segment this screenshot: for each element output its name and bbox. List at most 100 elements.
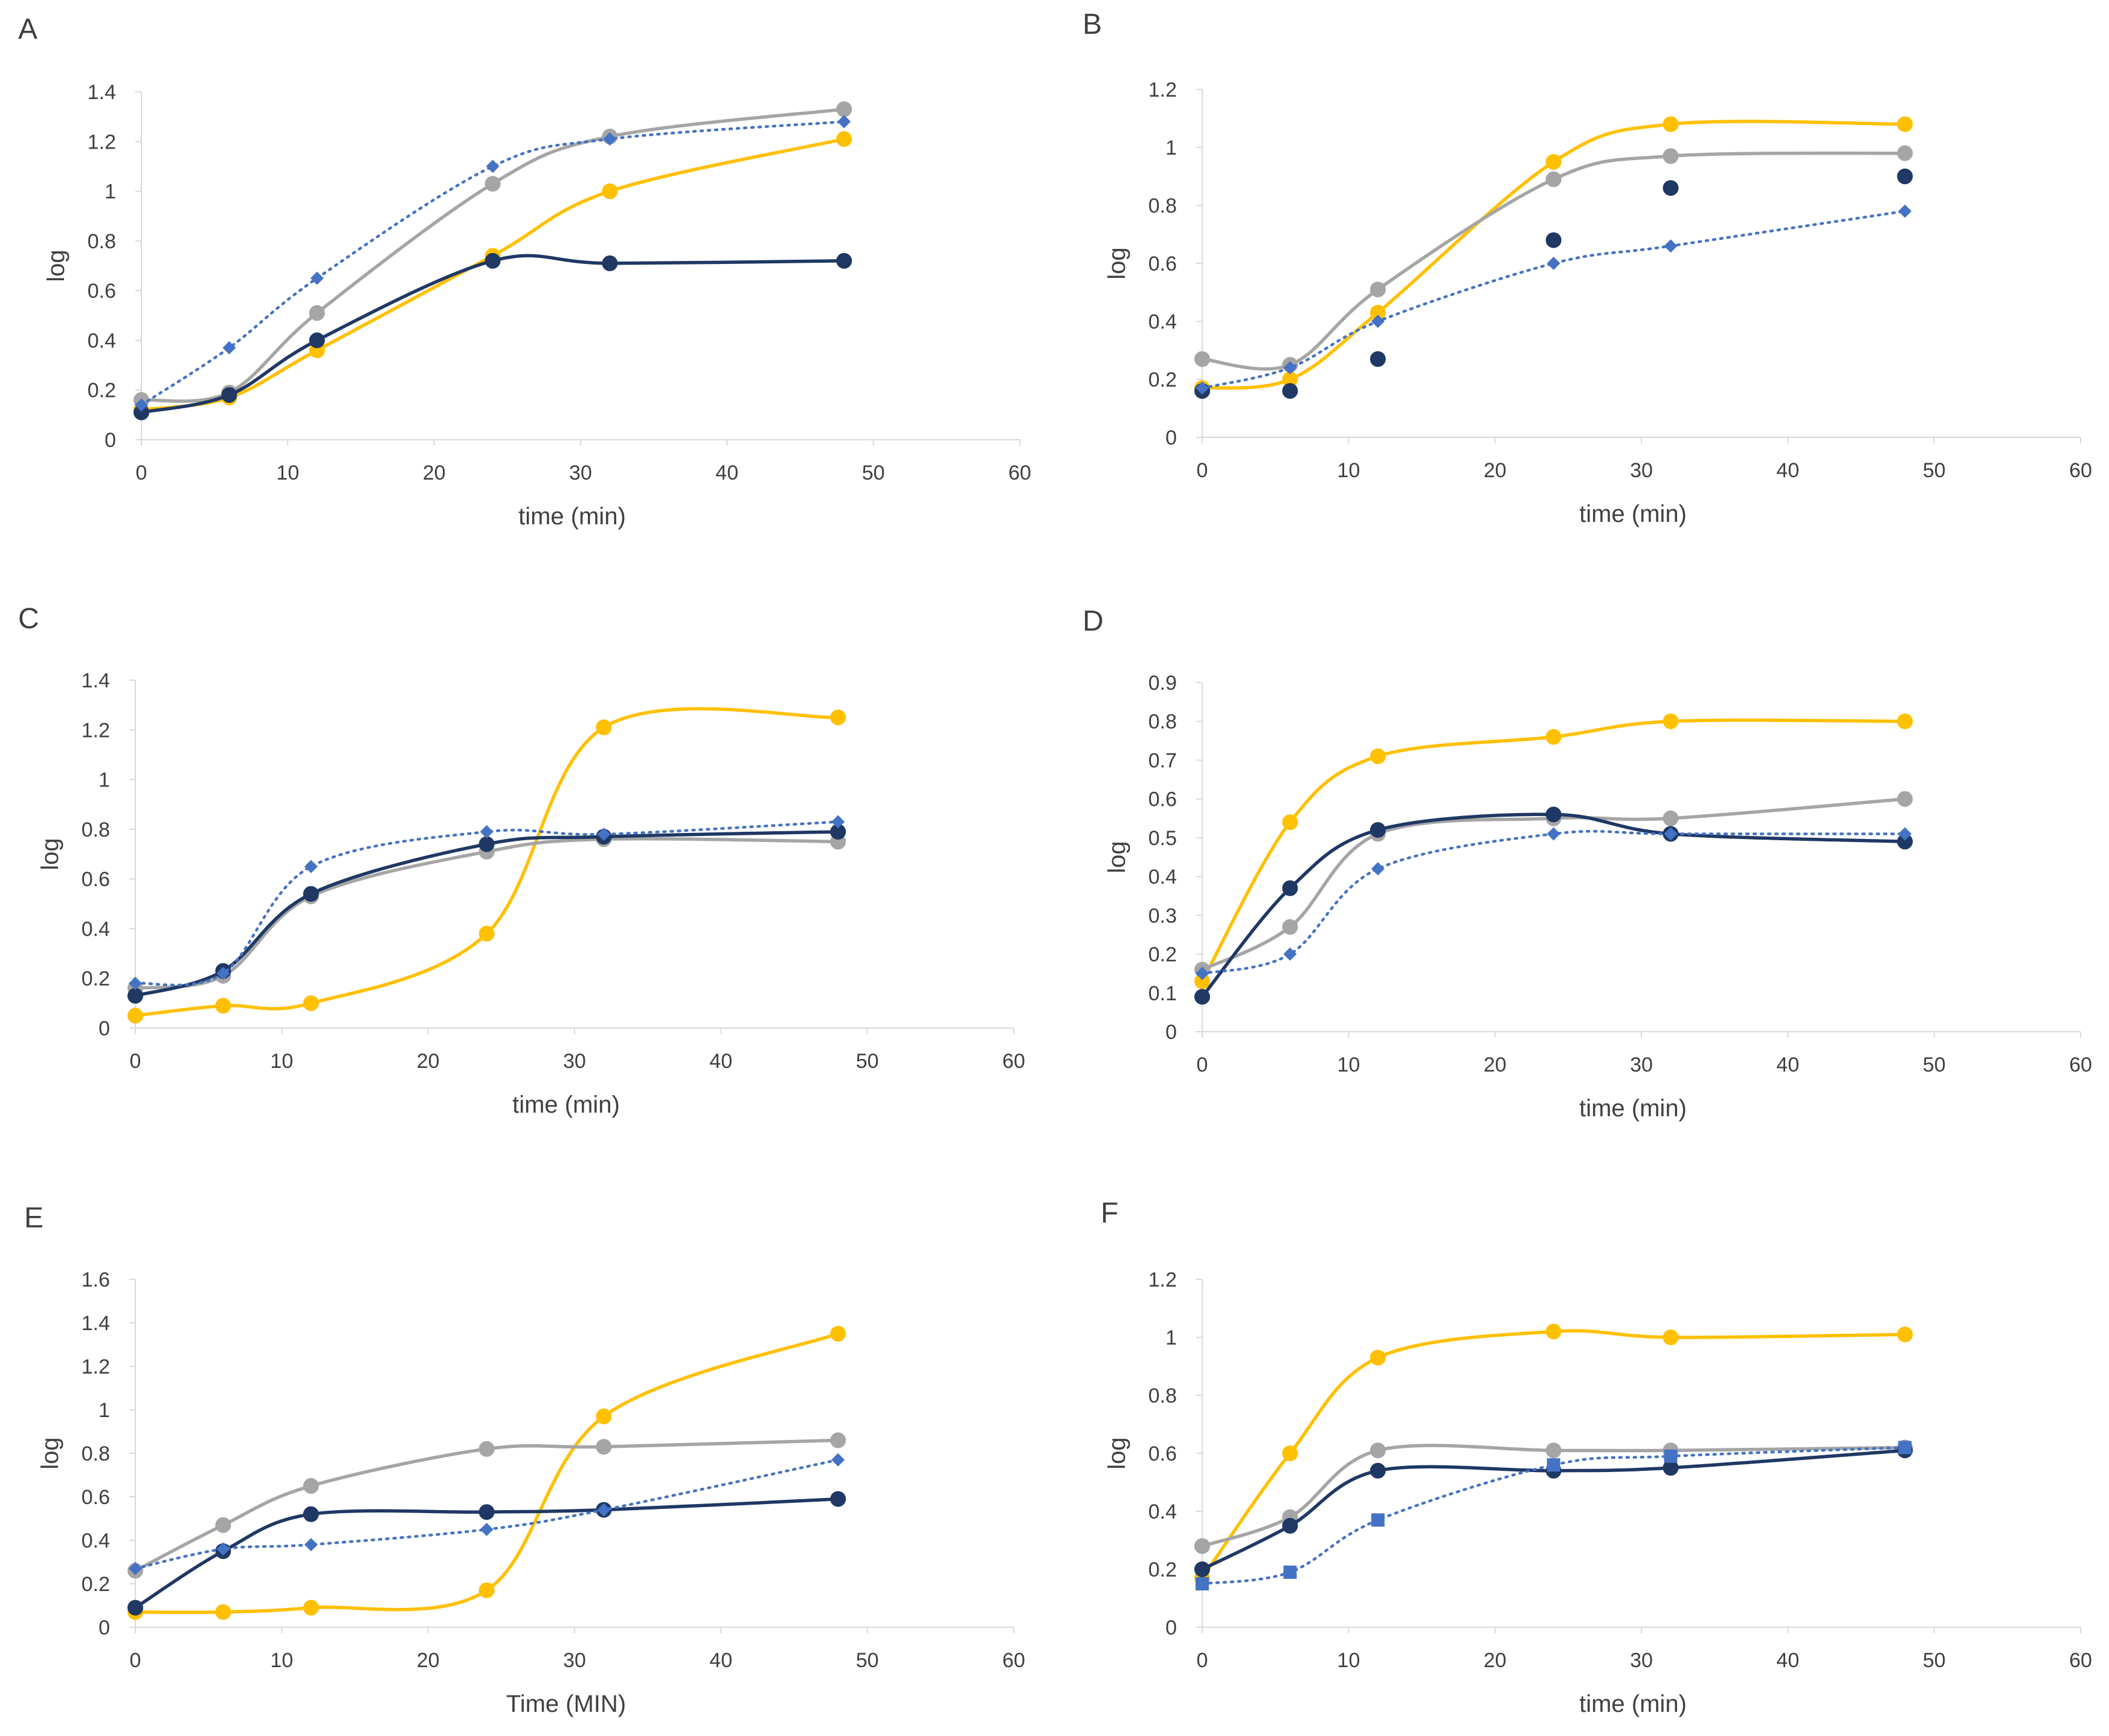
chart-panel-a: A 0 0.2 0.4 0.6 0.8 1 1.2 1.4 0 10 20 30 40 50 60 time (…: [18, 13, 1031, 530]
series-yellow: [1194, 116, 1913, 396]
x-tick-label: 20: [1484, 1649, 1507, 1672]
data-point: [1371, 1513, 1385, 1527]
data-point: [1194, 351, 1210, 367]
data-point: [602, 255, 618, 271]
data-point: [1897, 713, 1913, 730]
x-tick-label: 20: [1484, 459, 1507, 482]
data-point: [1370, 1462, 1386, 1479]
y-tick-label: 0.6: [82, 1486, 110, 1509]
data-point: [478, 1441, 495, 1457]
series-line: [1200, 210, 1907, 390]
x-tick-label: 60: [1008, 461, 1031, 484]
data-point: [1545, 171, 1562, 187]
x-tick-label: 0: [1197, 1053, 1208, 1076]
data-point: [127, 1599, 143, 1616]
y-tick-label: 0.8: [1148, 194, 1177, 217]
y-tick-label: 1.2: [82, 1355, 110, 1378]
y-tick-label: 0: [1165, 426, 1177, 449]
y-tick-label: 1.2: [88, 130, 116, 153]
y-tick-label: 0.8: [1148, 1384, 1177, 1407]
data-point: [303, 995, 319, 1011]
data-point: [830, 1326, 846, 1342]
y-tick-label: 0.4: [82, 918, 110, 940]
y-tick-label: 0.8: [88, 230, 116, 253]
data-point: [1282, 1518, 1298, 1534]
data-point: [129, 976, 142, 990]
y-tick-label: 0.4: [82, 1529, 110, 1552]
chart-panel-f: F 0 0.2 0.4 0.6 0.8 1 1.2 0 10 20 30 40 50 60 time (min…: [1101, 1197, 2092, 1717]
data-point: [1283, 361, 1297, 375]
panel-label: C: [18, 603, 39, 635]
y-tick-label: 1: [1165, 137, 1177, 159]
x-tick-label: 40: [715, 461, 738, 484]
panel-label: E: [24, 1202, 43, 1234]
x-tick-label: 50: [856, 1050, 879, 1073]
x-tick-label: 0: [130, 1649, 141, 1672]
data-point: [486, 159, 500, 173]
data-point: [480, 825, 494, 838]
x-tick-label: 30: [1630, 1053, 1653, 1076]
series-line: [1200, 1329, 1907, 1580]
series-blue-dotted: [1196, 204, 1912, 395]
y-tick-label: 0: [98, 1616, 110, 1639]
x-tick-label: 30: [569, 461, 592, 484]
y-tick-label: 0.4: [1148, 1500, 1177, 1523]
data-point: [304, 860, 318, 873]
y-tick-label: 1.2: [1148, 1268, 1177, 1291]
chart-panel-d: D 0 0.1 0.2 0.3 0.4 0.5 0.6 0.7 0.8 0.9 0 10 20 30 40 50…: [1083, 605, 2092, 1122]
x-tick-label: 60: [2069, 459, 2092, 482]
data-point: [597, 828, 611, 841]
data-point: [836, 101, 852, 117]
chart-panel-e: E 0 0.2 0.4 0.6 0.8 1 1.2 1.4 1.6 0 10 20 30 40 50 60 Tim…: [24, 1202, 1025, 1717]
y-tick-label: 1.2: [82, 719, 110, 742]
data-point: [485, 252, 501, 269]
data-point: [1370, 281, 1386, 298]
data-point: [478, 925, 495, 942]
data-point: [1663, 116, 1679, 132]
x-tick-label: 50: [856, 1649, 879, 1672]
data-point: [1897, 116, 1913, 132]
series-yellow: [127, 1326, 846, 1620]
y-tick-label: 1.4: [88, 81, 116, 104]
series-yellow: [1194, 713, 1913, 989]
data-point: [831, 1453, 845, 1467]
x-tick-label: 40: [709, 1050, 732, 1073]
data-point: [303, 1478, 319, 1494]
series-navy: [1194, 169, 1913, 399]
data-point: [1663, 713, 1679, 730]
y-tick-label: 0.5: [1148, 827, 1177, 850]
x-axis-title: time (min): [1579, 501, 1687, 527]
x-tick-label: 60: [2069, 1649, 2092, 1672]
y-tick-label: 1: [1165, 1326, 1177, 1349]
series-gray: [127, 831, 846, 997]
data-point: [596, 1439, 612, 1455]
series-blue-dotted: [1196, 1441, 1912, 1590]
data-point: [596, 719, 612, 736]
data-point: [303, 1599, 319, 1616]
data-point: [1282, 383, 1298, 399]
y-axis-title: log: [37, 838, 63, 870]
data-point: [1196, 966, 1209, 980]
y-axis-title: log: [37, 1437, 63, 1469]
x-tick-label: 10: [1337, 1053, 1360, 1076]
data-point: [1663, 180, 1679, 196]
y-tick-label: 1.2: [1148, 79, 1177, 101]
series-yellow: [127, 707, 846, 1024]
data-point: [127, 988, 143, 1004]
data-point: [830, 1491, 846, 1507]
y-tick-label: 0.6: [1148, 788, 1177, 811]
x-axis-title: time (min): [1579, 1095, 1687, 1122]
y-tick-label: 0: [105, 429, 116, 452]
data-point: [1898, 1441, 1912, 1455]
data-point: [216, 966, 230, 980]
data-point: [1897, 791, 1913, 807]
data-point: [830, 709, 846, 725]
x-tick-label: 50: [1923, 1053, 1946, 1076]
data-point: [1898, 827, 1912, 841]
series-blue-dotted: [1196, 827, 1912, 980]
x-tick-label: 40: [1776, 1053, 1799, 1076]
y-tick-label: 0.4: [1148, 866, 1177, 889]
data-point: [831, 815, 845, 829]
x-tick-label: 0: [130, 1050, 141, 1073]
